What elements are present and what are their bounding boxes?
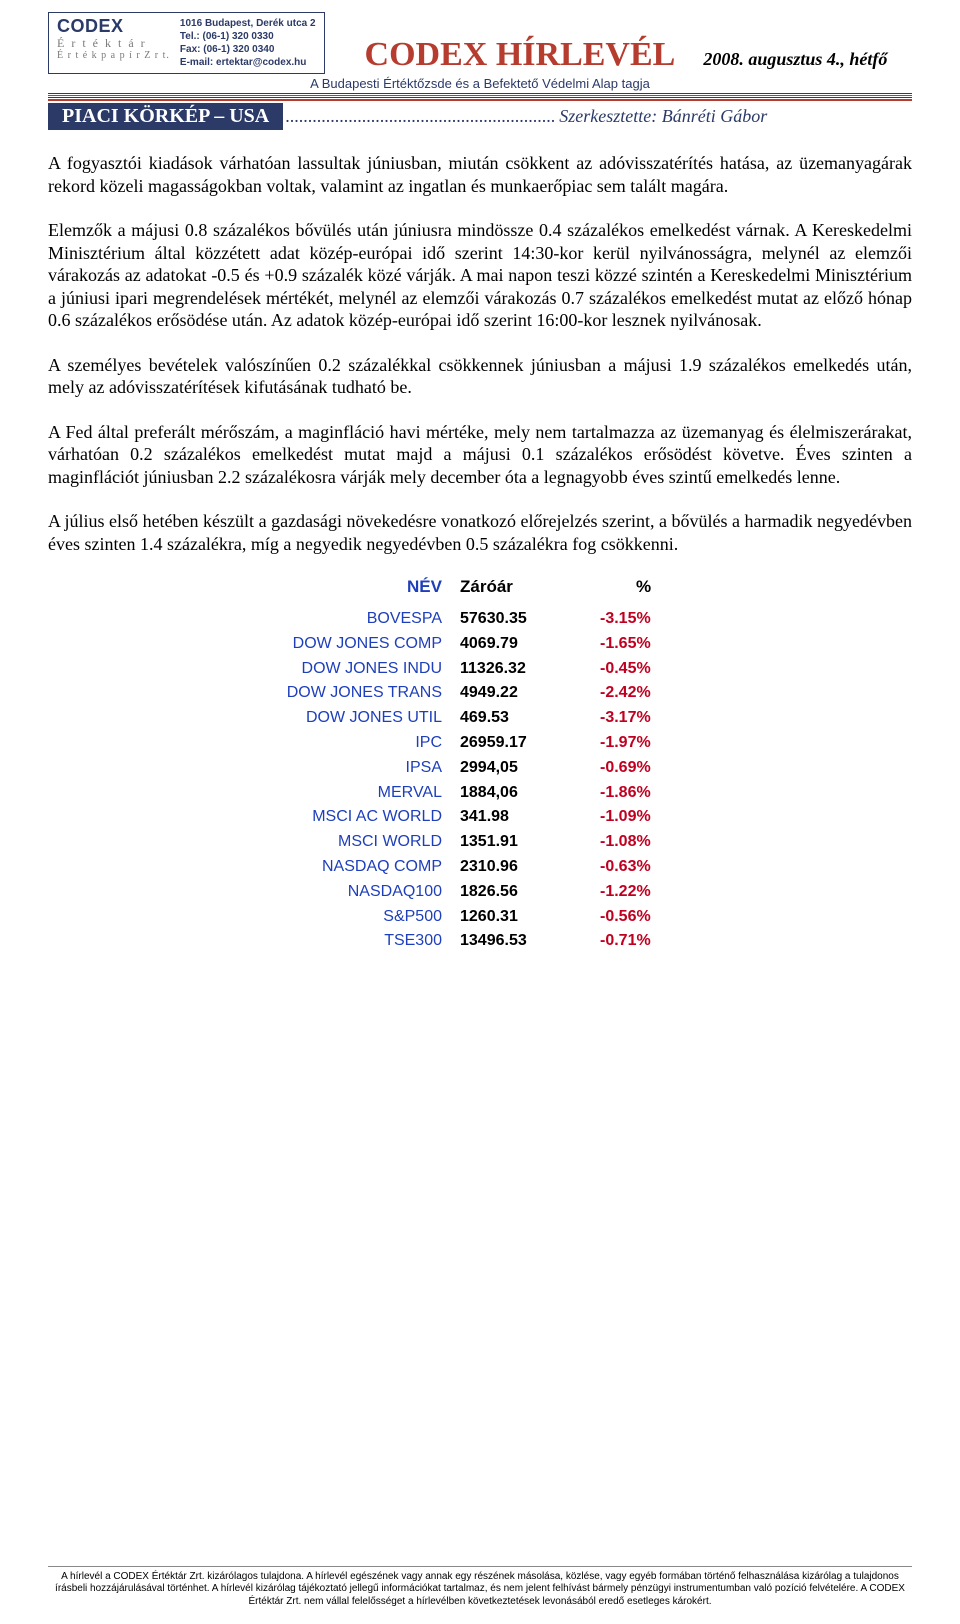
table-row: TSE30013496.53-0.71% (220, 929, 740, 954)
table-row: DOW JONES UTIL469.53-3.17% (220, 706, 740, 731)
cell-close: 2994,05 (460, 756, 600, 781)
cell-pct: -1.22% (600, 880, 720, 905)
logo-brand: CODEX (57, 17, 170, 37)
cell-close: 13496.53 (460, 929, 600, 954)
newsletter-title: CODEX HÍRLEVÉL (365, 36, 676, 74)
cell-pct: -0.63% (600, 855, 720, 880)
index-table: NÉV Záróár % BOVESPA57630.35-3.15%DOW JO… (220, 577, 740, 954)
table-row: S&P5001260.31-0.56% (220, 905, 740, 930)
paragraph-1: A fogyasztói kiadások várhatóan lassulta… (48, 152, 912, 197)
cell-close: 469.53 (460, 706, 600, 731)
cell-close: 1351.91 (460, 830, 600, 855)
footer-text: A hírlevél a CODEX Értéktár Zrt. kizáról… (48, 1571, 912, 1609)
cell-name: NASDAQ100 (220, 880, 460, 905)
cell-name: DOW JONES TRANS (220, 681, 460, 706)
table-row: NASDAQ COMP2310.96-0.63% (220, 855, 740, 880)
header: CODEX É r t é k t á r É r t é k p a p í … (48, 0, 912, 74)
cell-pct: -1.09% (600, 805, 720, 830)
cell-name: TSE300 (220, 929, 460, 954)
cell-close: 1884,06 (460, 781, 600, 806)
cell-close: 4949.22 (460, 681, 600, 706)
cell-name: BOVESPA (220, 607, 460, 632)
table-row: BOVESPA57630.35-3.15% (220, 607, 740, 632)
cell-close: 1260.31 (460, 905, 600, 930)
table-row: MSCI AC WORLD341.98-1.09% (220, 805, 740, 830)
cell-close: 11326.32 (460, 657, 600, 682)
cell-name: MERVAL (220, 781, 460, 806)
paragraph-3: A személyes bevételek valószínűen 0.2 sz… (48, 354, 912, 399)
cell-pct: -0.71% (600, 929, 720, 954)
logo-tel: Tel.: (06-1) 320 0330 (180, 30, 316, 43)
cell-pct: -0.56% (600, 905, 720, 930)
table-row: IPSA2994,05-0.69% (220, 756, 740, 781)
section-bar: PIACI KÖRKÉP – USA .....................… (48, 103, 912, 130)
article-body: A fogyasztói kiadások várhatóan lassulta… (48, 152, 912, 555)
table-row: MSCI WORLD1351.91-1.08% (220, 830, 740, 855)
cell-close: 26959.17 (460, 731, 600, 756)
header-pct: % (600, 577, 720, 597)
cell-pct: -1.97% (600, 731, 720, 756)
cell-name: MSCI AC WORLD (220, 805, 460, 830)
logo-box: CODEX É r t é k t á r É r t é k p a p í … (48, 12, 325, 74)
section-title: PIACI KÖRKÉP – USA (48, 103, 283, 130)
editor-prefix: Szerkesztette: (559, 106, 661, 126)
cell-name: NASDAQ COMP (220, 855, 460, 880)
cell-pct: -1.65% (600, 632, 720, 657)
editor-name: Bánréti Gábor (662, 106, 768, 126)
cell-close: 341.98 (460, 805, 600, 830)
cell-close: 2310.96 (460, 855, 600, 880)
cell-pct: -1.86% (600, 781, 720, 806)
footer-rule (48, 1566, 912, 1567)
logo-email: E-mail: ertektar@codex.hu (180, 56, 316, 69)
cell-name: IPC (220, 731, 460, 756)
divider-stripe-top (48, 93, 912, 101)
cell-name: MSCI WORLD (220, 830, 460, 855)
cell-name: S&P500 (220, 905, 460, 930)
cell-name: IPSA (220, 756, 460, 781)
paragraph-2: Elemzők a májusi 0.8 százalékos bővülés … (48, 219, 912, 332)
cell-pct: -3.15% (600, 607, 720, 632)
logo-sub2: É r t é k p a p í r Z r t. (57, 50, 170, 61)
cell-pct: -3.17% (600, 706, 720, 731)
table-row: DOW JONES COMP4069.79-1.65% (220, 632, 740, 657)
table-row: NASDAQ1001826.56-1.22% (220, 880, 740, 905)
cell-name: DOW JONES COMP (220, 632, 460, 657)
table-row: DOW JONES INDU11326.32-0.45% (220, 657, 740, 682)
header-name: NÉV (220, 577, 460, 597)
section-editor: Szerkesztette: Bánréti Gábor (555, 106, 767, 127)
table-rows: BOVESPA57630.35-3.15%DOW JONES COMP4069.… (220, 607, 740, 954)
newsletter-date: 2008. augusztus 4., hétfő (703, 49, 887, 74)
paragraph-4: A Fed által preferált mérőszám, a maginf… (48, 421, 912, 489)
cell-pct: -0.69% (600, 756, 720, 781)
cell-pct: -2.42% (600, 681, 720, 706)
logo-contact: 1016 Budapest, Derék utca 2 Tel.: (06-1)… (180, 17, 316, 69)
newsletter-subtitle: A Budapesti Értéktőzsde és a Befektető V… (48, 76, 912, 91)
footer: A hírlevél a CODEX Értéktár Zrt. kizáról… (48, 1566, 912, 1609)
table-row: IPC26959.17-1.97% (220, 731, 740, 756)
logo-sub1: É r t é k t á r (57, 37, 170, 50)
logo-brand-block: CODEX É r t é k t á r É r t é k p a p í … (57, 17, 170, 61)
cell-name: DOW JONES INDU (220, 657, 460, 682)
table-row: MERVAL1884,06-1.86% (220, 781, 740, 806)
paragraph-5: A július első hetében készült a gazdaság… (48, 510, 912, 555)
cell-pct: -1.08% (600, 830, 720, 855)
cell-close: 57630.35 (460, 607, 600, 632)
header-close: Záróár (460, 577, 600, 597)
section-dots: ........................................… (283, 106, 555, 127)
logo-address: 1016 Budapest, Derék utca 2 (180, 17, 316, 30)
logo-fax: Fax: (06-1) 320 0340 (180, 43, 316, 56)
cell-pct: -0.45% (600, 657, 720, 682)
table-row: DOW JONES TRANS4949.22-2.42% (220, 681, 740, 706)
cell-name: DOW JONES UTIL (220, 706, 460, 731)
cell-close: 4069.79 (460, 632, 600, 657)
table-header: NÉV Záróár % (220, 577, 740, 597)
cell-close: 1826.56 (460, 880, 600, 905)
